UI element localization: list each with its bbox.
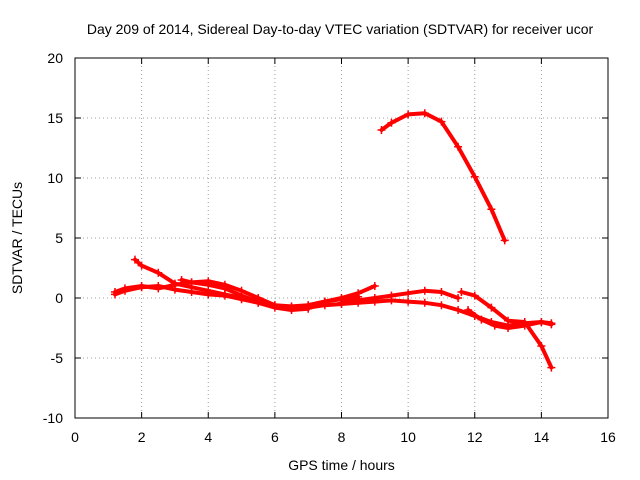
data-point <box>454 142 463 151</box>
data-point <box>320 301 329 310</box>
grid-lines <box>75 58 608 418</box>
data-point <box>477 315 486 324</box>
data-point <box>110 290 119 299</box>
data-point <box>487 303 496 312</box>
data-point <box>420 298 429 307</box>
data-point <box>387 118 396 127</box>
data-point <box>504 316 513 325</box>
data-point <box>537 318 546 326</box>
data-point <box>404 289 413 298</box>
data-point <box>254 297 263 306</box>
data-point <box>404 110 413 119</box>
data-point <box>547 363 556 372</box>
data-series <box>110 109 556 372</box>
data-point <box>237 291 246 300</box>
x-tick-label: 16 <box>600 429 616 445</box>
axis-ticks: 0 2 4 6 8 10 12 14 16 -10 -5 0 5 10 15 20 <box>43 50 616 445</box>
data-point <box>170 279 179 288</box>
y-tick-label: -10 <box>43 410 63 426</box>
data-point <box>130 255 139 264</box>
data-point <box>437 288 446 296</box>
data-point <box>487 205 496 214</box>
data-point <box>387 291 396 300</box>
series-arc-8-band <box>459 290 554 370</box>
data-point <box>137 261 146 270</box>
y-tick-label: -5 <box>51 350 64 366</box>
data-point <box>304 303 313 312</box>
data-point <box>470 291 479 300</box>
data-point <box>470 172 479 181</box>
x-axis-label: GPS time / hours <box>288 457 395 473</box>
data-point <box>547 320 556 329</box>
data-point <box>354 296 363 305</box>
data-point <box>154 282 163 290</box>
y-tick-label: 15 <box>47 110 63 126</box>
data-point <box>287 304 296 313</box>
data-point <box>370 294 379 302</box>
data-point <box>337 298 346 307</box>
data-point <box>187 278 196 287</box>
x-tick-label: 12 <box>467 429 483 445</box>
y-tick-label: 5 <box>55 230 63 246</box>
data-point <box>520 321 529 330</box>
data-point <box>377 126 386 134</box>
x-tick-label: 0 <box>71 429 79 445</box>
data-point <box>437 117 446 126</box>
chart-title: Day 209 of 2014, Sidereal Day-to-day VTE… <box>87 21 594 37</box>
data-point <box>270 301 279 310</box>
data-point <box>504 324 513 332</box>
y-tick-label: 0 <box>55 290 63 306</box>
x-tick-label: 10 <box>400 429 416 445</box>
x-tick-label: 8 <box>338 429 346 445</box>
data-point <box>420 286 429 295</box>
data-point <box>154 268 163 277</box>
data-point <box>177 276 186 284</box>
data-point <box>437 301 446 310</box>
x-tick-label: 14 <box>534 429 550 445</box>
data-point <box>457 288 466 296</box>
data-point <box>220 284 229 293</box>
y-tick-label: 10 <box>47 170 63 186</box>
x-tick-label: 6 <box>271 429 279 445</box>
data-point <box>537 342 546 350</box>
data-point <box>370 282 379 290</box>
y-axis-label: SDTVAR / TECUs <box>9 182 25 294</box>
data-point <box>120 286 129 295</box>
data-point <box>454 294 463 302</box>
data-point <box>404 297 413 306</box>
x-tick-label: 4 <box>204 429 212 445</box>
data-point <box>464 306 473 314</box>
data-point <box>490 321 499 330</box>
data-point <box>420 109 429 118</box>
data-point <box>454 306 463 314</box>
series-arc-7-band <box>379 111 507 243</box>
data-point <box>204 280 213 289</box>
data-point <box>500 236 509 245</box>
x-tick-label: 2 <box>138 429 146 445</box>
data-point <box>137 283 146 292</box>
y-tick-label: 20 <box>47 50 63 66</box>
